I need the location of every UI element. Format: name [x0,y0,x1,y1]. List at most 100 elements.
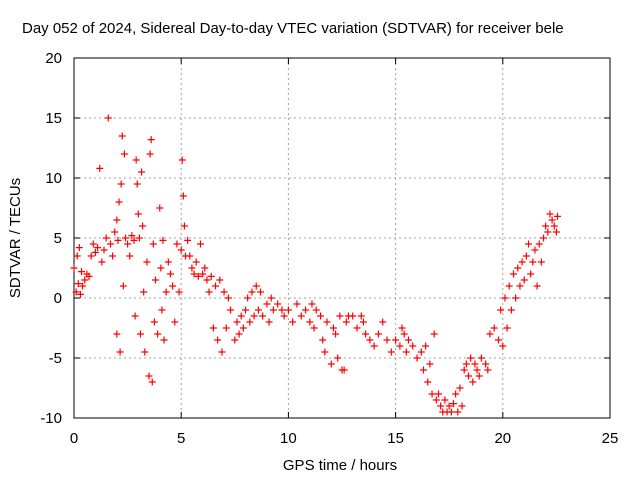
data-point [209,324,217,332]
data-point [460,366,468,374]
data-point [265,318,273,326]
data-point [306,318,314,326]
data-point [157,264,165,272]
data-point [120,150,128,158]
data-point [323,318,331,326]
data-point [207,272,215,280]
data-point [184,236,192,244]
data-point [529,258,537,266]
data-point [222,324,230,332]
data-point [516,282,524,290]
data-point [259,312,267,320]
data-point [447,408,455,416]
data-point [417,348,425,356]
data-point [512,294,520,302]
data-point [499,342,507,350]
data-point [544,228,552,236]
data-point [336,312,344,320]
data-point [94,244,102,252]
data-point [533,282,541,290]
data-point [201,264,209,272]
data-point [327,360,335,368]
data-point [126,252,134,260]
data-point [514,264,522,272]
data-point [180,222,188,230]
data-point [424,378,432,386]
data-point [104,114,112,122]
data-point [520,276,528,284]
x-axis-label: GPS time / hours [283,457,397,474]
data-point [319,336,327,344]
data-point [308,300,316,308]
data-point [175,288,183,296]
data-point [85,272,93,280]
data-point [540,234,548,242]
data-point [130,236,138,244]
data-point [113,216,121,224]
data-point [160,336,168,344]
data-point [471,360,479,368]
data-point [74,280,82,288]
data-point [111,228,119,236]
data-point [216,276,224,284]
data-point [141,348,149,356]
y-tick-label: 5 [54,230,62,247]
data-point [114,236,122,244]
data-point [227,306,235,314]
data-point [329,324,337,332]
data-point [428,390,436,398]
data-point [244,294,252,302]
data-point [302,306,310,314]
data-point [186,252,194,260]
data-point [462,360,470,368]
data-point [87,252,95,260]
data-point [280,312,288,320]
data-point [317,312,325,320]
data-point [490,324,498,332]
data-point [218,348,226,356]
data-point [430,330,438,338]
data-point [537,258,545,266]
data-point [422,342,430,350]
data-point [535,240,543,248]
data-point [469,378,477,386]
data-point [192,258,200,266]
data-point [475,372,483,380]
y-axis: -10 -5 0 5 10 15 20 [40,50,610,427]
data-point [497,306,505,314]
data-point [257,288,265,296]
data-point [250,312,258,320]
data-point [507,306,515,314]
y-tick-label: -10 [40,410,62,427]
data-point [179,192,187,200]
data-point [312,306,320,314]
data-point [124,240,132,248]
data-point [553,212,561,220]
grid [74,58,610,418]
data-point [274,300,282,308]
data-point [353,324,361,332]
data-point [426,360,434,368]
data-point [166,270,174,278]
data-point [188,264,196,272]
data-point [173,240,181,248]
y-tick-label: -5 [49,350,62,367]
data-point [136,330,144,338]
data-point [145,372,153,380]
data-point [495,336,503,344]
data-point [340,366,348,374]
chart-title: Day 052 of 2024, Sidereal Day-to-day VTE… [22,20,564,37]
data-point [349,312,357,320]
data-point [332,330,340,338]
data-point [190,270,198,278]
x-tick-label: 15 [387,430,404,447]
data-point [134,210,142,218]
data-point [106,240,114,248]
data-point [140,288,148,296]
data-point [413,354,421,362]
data-point [522,252,530,260]
data-point [131,312,139,320]
data-point [374,330,382,338]
data-point [102,234,110,242]
